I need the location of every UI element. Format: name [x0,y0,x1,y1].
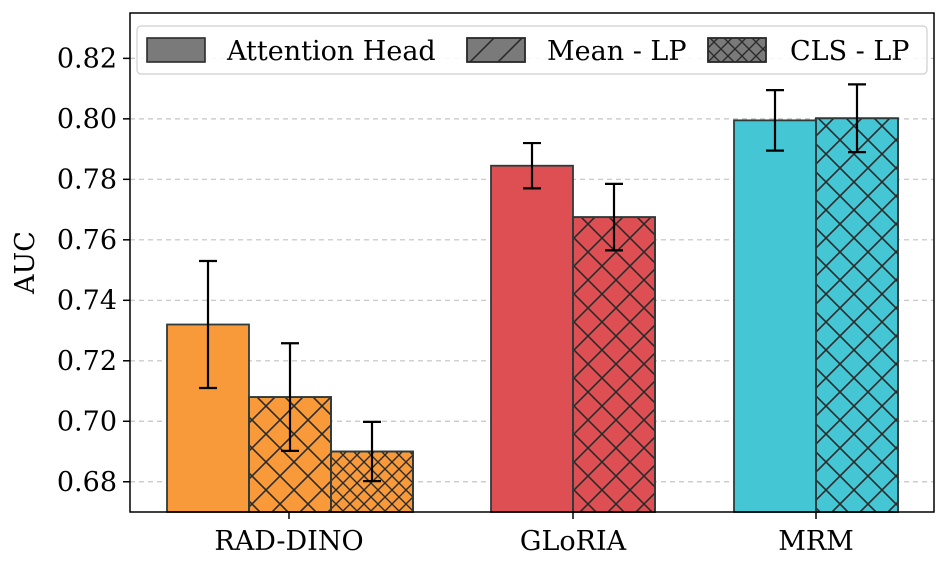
y-tick-label: 0.74 [57,285,117,316]
error-bars [199,83,866,483]
legend-label: CLS - LP [790,36,909,67]
bar-MRM-Attention Head [733,119,817,513]
x-tick-label: GLoRIA [520,526,627,557]
y-tick-label: 0.76 [57,225,117,256]
y-axis-label: AUC [10,231,41,295]
y-tick-label: 0.80 [57,104,117,135]
legend-label: Mean - LP [547,36,687,67]
legend-swatch-hatch [707,37,767,63]
y-axis-ticks: 0.68 0.70 0.72 0.74 0.76 0.78 0.80 0.82 [57,43,130,498]
bar-hatch [572,216,656,513]
legend-label: Attention Head [226,36,436,67]
x-tick-label: MRM [778,526,854,557]
bar-hatch [815,117,899,513]
x-axis-ticks: RAD-DINO GLoRIA MRM [214,512,854,557]
bar-GLoRIA-Attention Head [490,164,574,513]
y-tick-label: 0.82 [57,43,117,74]
y-tick-label: 0.68 [57,467,117,498]
x-tick-label: RAD-DINO [214,526,363,557]
legend: Attention Head Mean - LP CLS - LP [136,25,928,75]
legend-swatch [146,37,206,63]
plot-frame [129,12,935,513]
y-tick-label: 0.70 [57,406,117,437]
y-tick-label: 0.72 [57,346,117,377]
y-tick-label: 0.78 [57,164,117,195]
legend-swatch-hatch [466,37,526,63]
